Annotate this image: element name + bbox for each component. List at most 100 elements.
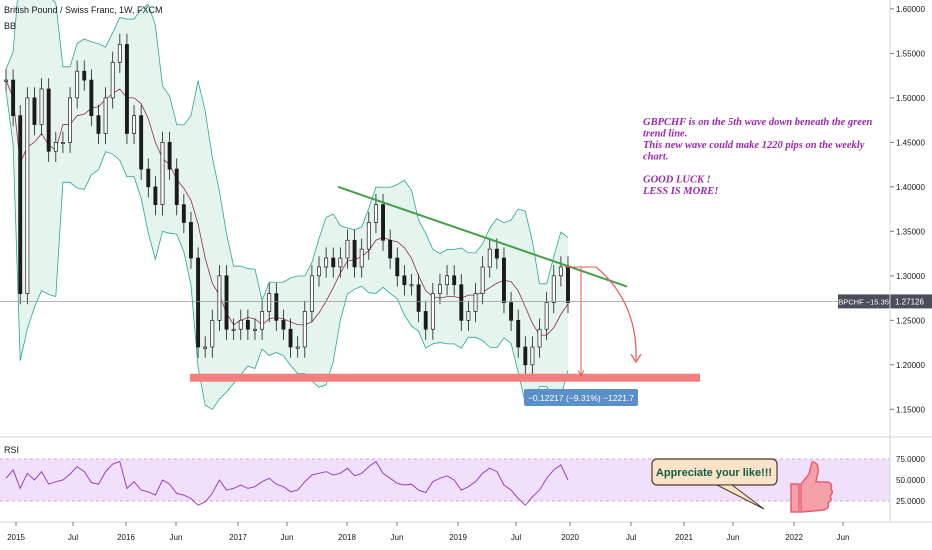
candle-body[interactable] <box>345 239 350 259</box>
candle-body[interactable] <box>359 248 364 268</box>
candle-body[interactable] <box>295 346 300 349</box>
candle-body[interactable] <box>502 257 506 303</box>
candle-body[interactable] <box>32 97 37 125</box>
candle-body[interactable] <box>189 222 193 259</box>
candle-body[interactable] <box>224 275 229 330</box>
candle-body[interactable] <box>551 275 556 303</box>
descending-trendline[interactable] <box>337 185 628 288</box>
measure-arrowhead <box>577 370 585 377</box>
candle-body[interactable] <box>196 257 201 348</box>
candle-body[interactable] <box>82 70 87 81</box>
candle-body[interactable] <box>530 346 535 366</box>
thumbs-up-icon[interactable] <box>790 461 834 513</box>
candle-body[interactable] <box>11 79 16 117</box>
rsi-pane[interactable]: Appreciate your like!!! <box>0 458 890 513</box>
candle-body[interactable] <box>437 284 442 294</box>
candle-body[interactable] <box>324 257 329 268</box>
candle-body[interactable] <box>281 319 286 330</box>
candle-body[interactable] <box>274 293 279 321</box>
candle-body[interactable] <box>338 257 343 268</box>
price-pane[interactable] <box>4 0 570 410</box>
candle-body[interactable] <box>288 328 293 348</box>
candle-body[interactable] <box>231 328 236 331</box>
candle-body[interactable] <box>430 293 435 330</box>
indicator-label-bb: BB <box>4 21 16 31</box>
candle-body[interactable] <box>103 97 108 134</box>
rsi-tick-label: 50.0000 <box>896 476 925 485</box>
candle-body[interactable] <box>18 115 23 294</box>
candle-body[interactable] <box>238 319 243 330</box>
candle-body[interactable] <box>217 275 222 321</box>
candle-body[interactable] <box>146 168 151 188</box>
candle-body[interactable] <box>75 70 80 99</box>
candle-body[interactable] <box>46 88 51 152</box>
candle-body[interactable] <box>537 328 542 348</box>
candle-body[interactable] <box>317 266 321 277</box>
candle-body[interactable] <box>245 319 250 330</box>
candle-body[interactable] <box>544 302 549 330</box>
candle-body[interactable] <box>373 204 378 223</box>
candle-body[interactable] <box>388 239 393 259</box>
candle-body[interactable] <box>132 115 137 134</box>
candle-body[interactable] <box>487 248 492 268</box>
candle-body[interactable] <box>409 284 414 287</box>
support-zone[interactable] <box>190 373 700 382</box>
candle-body[interactable] <box>445 275 450 286</box>
annotation-line: GOOD LUCK ! <box>643 175 711 186</box>
rsi-line[interactable] <box>5 460 569 506</box>
candle-body[interactable] <box>203 346 208 349</box>
candle-body[interactable] <box>395 257 400 277</box>
candle-body[interactable] <box>331 257 336 268</box>
candle-body[interactable] <box>4 79 8 82</box>
candle-body[interactable] <box>53 142 58 152</box>
last-price-tag <box>890 294 932 309</box>
candle-body[interactable] <box>452 275 457 286</box>
time-tick-label: Jul <box>68 533 78 542</box>
candle-body[interactable] <box>68 97 72 143</box>
candle-body[interactable] <box>352 239 357 268</box>
candle-body[interactable] <box>60 142 65 144</box>
candle-body[interactable] <box>566 266 570 303</box>
candle-body[interactable] <box>466 311 471 321</box>
price-tick-label: 1.35000 <box>896 227 925 236</box>
candle-body[interactable] <box>39 88 44 125</box>
candle-body[interactable] <box>174 168 179 206</box>
candle-body[interactable] <box>402 275 407 286</box>
price-tick-label: 1.50000 <box>896 94 925 103</box>
candle-body[interactable] <box>89 79 94 117</box>
candle-body[interactable] <box>139 115 144 170</box>
candle-body[interactable] <box>516 319 521 348</box>
candle-body[interactable] <box>480 266 485 294</box>
candle-body[interactable] <box>160 142 165 206</box>
candle-body[interactable] <box>253 328 257 331</box>
price-tick-label: 1.20000 <box>896 361 925 370</box>
candle-body[interactable] <box>459 284 464 321</box>
candle-body[interactable] <box>260 311 265 330</box>
candle-body[interactable] <box>110 61 115 99</box>
time-tick-label: 2017 <box>229 533 247 542</box>
candle-body[interactable] <box>381 204 385 241</box>
candle-body[interactable] <box>181 204 186 223</box>
candle-body[interactable] <box>25 97 30 294</box>
candle-body[interactable] <box>473 293 478 312</box>
candle-body[interactable] <box>96 115 101 134</box>
candle-body[interactable] <box>210 319 215 348</box>
candle-body[interactable] <box>124 44 129 134</box>
candle-body[interactable] <box>153 186 158 206</box>
candle-body[interactable] <box>267 293 272 312</box>
candle-body[interactable] <box>509 302 514 321</box>
time-tick-label: 2021 <box>675 533 693 542</box>
candle-body[interactable] <box>366 222 371 250</box>
candle-body[interactable] <box>309 275 314 312</box>
candle-body[interactable] <box>558 266 563 277</box>
candle-body[interactable] <box>523 346 528 366</box>
candle-body[interactable] <box>167 142 172 170</box>
candle-body[interactable] <box>302 311 307 348</box>
candle-body[interactable] <box>423 311 428 330</box>
like-bubble-text: Appreciate your like!!! <box>656 467 772 479</box>
price-tick-label: 1.55000 <box>896 49 925 58</box>
candle-body[interactable] <box>117 44 122 63</box>
candle-body[interactable] <box>494 248 499 259</box>
candle-body[interactable] <box>416 284 421 312</box>
